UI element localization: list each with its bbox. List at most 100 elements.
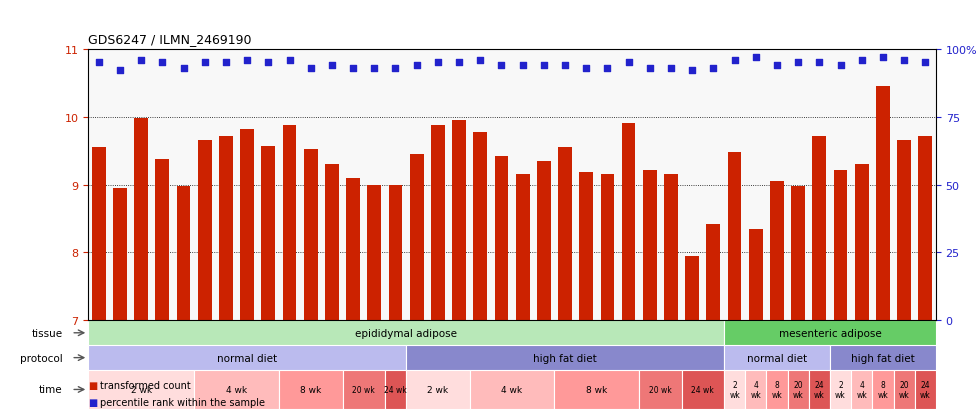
Point: [684, 68, 700, 74]
Bar: [113, 188, 126, 320]
Bar: [385, 370, 406, 409]
Text: GDS6247 / ILMN_2469190: GDS6247 / ILMN_2469190: [88, 33, 252, 45]
Bar: [389, 185, 403, 320]
Bar: [830, 370, 851, 409]
Text: 20
wk: 20 wk: [899, 380, 909, 399]
Bar: [601, 175, 614, 320]
Bar: [325, 165, 339, 320]
Bar: [262, 147, 275, 320]
Bar: [749, 229, 762, 320]
Point: [558, 62, 573, 69]
Point: [854, 57, 869, 64]
Text: high fat diet: high fat diet: [851, 353, 914, 363]
Bar: [851, 370, 872, 409]
Text: ■: ■: [88, 380, 97, 390]
Bar: [724, 345, 830, 370]
Bar: [788, 370, 808, 409]
Text: 8 wk: 8 wk: [300, 385, 321, 394]
Bar: [639, 370, 682, 409]
Text: normal diet: normal diet: [218, 353, 277, 363]
Bar: [240, 130, 254, 320]
Bar: [88, 345, 406, 370]
Point: [281, 57, 297, 64]
Point: [833, 62, 849, 69]
Point: [367, 65, 382, 72]
Bar: [368, 185, 381, 320]
Bar: [724, 320, 936, 345]
Point: [642, 65, 658, 72]
Bar: [643, 170, 657, 320]
Bar: [452, 121, 466, 320]
Point: [451, 60, 466, 66]
Point: [219, 60, 234, 66]
Text: 8
wk: 8 wk: [771, 380, 782, 399]
Text: 2
wk: 2 wk: [835, 380, 846, 399]
Point: [917, 60, 933, 66]
Text: 20 wk: 20 wk: [649, 385, 671, 394]
Bar: [406, 370, 469, 409]
Bar: [176, 186, 190, 320]
Point: [514, 62, 530, 69]
Text: 20 wk: 20 wk: [353, 385, 375, 394]
Bar: [682, 370, 724, 409]
Point: [811, 60, 827, 66]
Point: [155, 60, 171, 66]
Text: 2
wk: 2 wk: [729, 380, 740, 399]
Bar: [579, 173, 593, 320]
Text: 24
wk: 24 wk: [920, 380, 931, 399]
Bar: [621, 124, 635, 320]
Point: [91, 60, 107, 66]
Text: transformed count: transformed count: [100, 380, 191, 390]
Bar: [766, 370, 788, 409]
Bar: [156, 159, 170, 320]
Bar: [707, 224, 720, 320]
Bar: [473, 132, 487, 320]
Text: 2 wk: 2 wk: [427, 385, 449, 394]
Point: [727, 57, 743, 64]
Point: [790, 60, 806, 66]
Bar: [515, 175, 529, 320]
Bar: [770, 182, 784, 320]
Bar: [194, 370, 279, 409]
Bar: [855, 165, 868, 320]
Text: tissue: tissue: [31, 328, 63, 338]
Bar: [830, 345, 936, 370]
Point: [536, 62, 552, 69]
Bar: [88, 320, 724, 345]
Text: 4 wk: 4 wk: [502, 385, 522, 394]
Point: [303, 65, 318, 72]
Text: 24
wk: 24 wk: [814, 380, 825, 399]
Point: [472, 57, 488, 64]
Bar: [304, 150, 318, 320]
Text: percentile rank within the sample: percentile rank within the sample: [100, 397, 265, 407]
Bar: [220, 136, 233, 320]
Text: ■: ■: [88, 397, 97, 407]
Bar: [914, 370, 936, 409]
Bar: [559, 148, 572, 320]
Text: high fat diet: high fat diet: [533, 353, 597, 363]
Text: 4
wk: 4 wk: [857, 380, 867, 399]
Bar: [918, 136, 932, 320]
Bar: [495, 157, 509, 320]
Point: [748, 55, 763, 61]
Point: [494, 62, 510, 69]
Point: [261, 60, 276, 66]
Point: [112, 68, 127, 74]
Bar: [872, 370, 894, 409]
Bar: [346, 178, 360, 320]
Text: protocol: protocol: [20, 353, 63, 363]
Point: [578, 65, 594, 72]
Bar: [431, 126, 445, 320]
Point: [388, 65, 404, 72]
Bar: [134, 119, 148, 320]
Point: [324, 62, 340, 69]
Bar: [410, 154, 423, 320]
Point: [600, 65, 615, 72]
Text: 4
wk: 4 wk: [751, 380, 761, 399]
Point: [706, 65, 721, 72]
Bar: [88, 370, 194, 409]
Bar: [812, 136, 826, 320]
Bar: [745, 370, 766, 409]
Text: 20
wk: 20 wk: [793, 380, 804, 399]
Bar: [728, 152, 742, 320]
